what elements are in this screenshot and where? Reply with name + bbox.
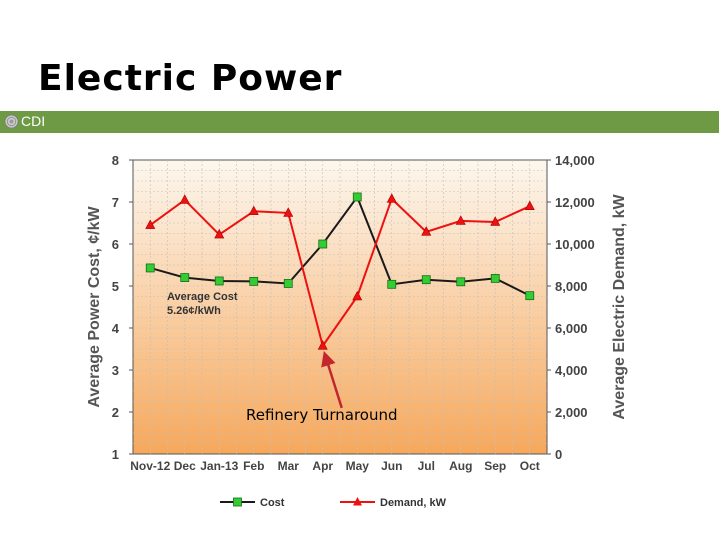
y2-tick-label: 2,000 (555, 405, 588, 420)
y-tick-label: 4 (112, 321, 120, 336)
y-tick-label: 3 (112, 363, 119, 378)
refinery-turnaround-label: Refinery Turnaround (246, 406, 398, 424)
series-line-square (149, 194, 531, 297)
x-tick-label: Dec (174, 459, 196, 473)
cdi-logo-icon (4, 114, 19, 129)
y-tick-label: 1 (112, 447, 119, 462)
cost-point (180, 273, 190, 283)
cost-point (421, 275, 431, 285)
x-tick-label: Oct (520, 459, 540, 473)
demand-point (490, 216, 501, 226)
legend-demand-marker (353, 497, 362, 506)
y2-tick-label: 8,000 (555, 279, 588, 294)
cost-point (456, 277, 466, 287)
y2-axis-title: Average Electric Demand, kW (611, 193, 628, 419)
annotations: Average Cost 5.26¢/kWh (167, 291, 343, 409)
cost-point (352, 192, 362, 202)
y2-tick-label: 10,000 (555, 237, 595, 252)
x-tick-label: Sep (484, 459, 506, 473)
x-tick-label: Mar (278, 459, 300, 473)
legend-cost-label: Cost (260, 497, 285, 509)
gridlines (133, 160, 547, 454)
section-banner: CDI (0, 111, 719, 133)
demand-point (386, 193, 397, 203)
demand-point (248, 205, 259, 216)
demand-point (524, 200, 535, 210)
cost-point (387, 279, 397, 289)
series-line-triangle (149, 197, 531, 349)
series (145, 192, 535, 350)
demand-point (352, 290, 363, 301)
demand-point (421, 226, 432, 236)
cost-point (283, 279, 293, 288)
cost-point (145, 263, 155, 273)
y2-tick-label: 4,000 (555, 363, 588, 378)
y-tick-label: 2 (112, 405, 119, 420)
y-tick-label: 7 (112, 195, 119, 210)
x-tick-label: Jun (381, 459, 402, 473)
y-tick-label: 5 (112, 279, 119, 294)
demand-point (179, 194, 190, 204)
demand-point (214, 228, 225, 239)
legend-demand-label: Demand, kW (380, 497, 447, 509)
demand-point (145, 219, 156, 229)
y-axis-title: Average Power Cost, ¢/kW (86, 205, 103, 407)
y-tick-label: 6 (112, 237, 119, 252)
cost-point (318, 239, 328, 249)
slide-title: Electric Power (38, 58, 343, 99)
demand-point (455, 215, 466, 225)
cost-point (214, 276, 224, 286)
turnaround-arrow (321, 350, 343, 409)
x-tick-label: May (346, 459, 370, 473)
average-cost-value: 5.26¢/kWh (167, 305, 221, 317)
x-tick-label: Aug (449, 459, 472, 473)
y2-tick-label: 0 (555, 447, 562, 462)
demand-point (317, 340, 328, 350)
y2-tick-label: 14,000 (555, 153, 595, 168)
x-tick-label: Jan-13 (200, 459, 238, 473)
x-tick-label: Apr (312, 459, 333, 473)
y2-tick-label: 12,000 (555, 195, 595, 210)
average-cost-label: Average Cost (167, 291, 238, 303)
cost-point (525, 291, 535, 301)
demand-point (283, 207, 294, 217)
x-tick-label: Jul (418, 459, 435, 473)
banner-label: CDI (21, 113, 46, 129)
y2-tick-label: 6,000 (555, 321, 588, 336)
cost-point (490, 274, 500, 283)
legend-cost-marker (233, 497, 242, 507)
axes: 1 2 3 4 5 6 7 8 0 2,000 4,000 6,000 8,000 10,000 12,00… (86, 153, 628, 473)
cost-point (249, 276, 259, 286)
power-chart: 1 2 3 4 5 6 7 8 0 2,000 4,000 6,000 8,000 10,000 12,00… (86, 153, 628, 509)
y-tick-label: 8 (112, 153, 119, 168)
x-tick-label: Feb (243, 459, 264, 473)
x-tick-label: Nov-12 (130, 459, 170, 473)
legend: Cost Demand, kW (220, 497, 447, 509)
